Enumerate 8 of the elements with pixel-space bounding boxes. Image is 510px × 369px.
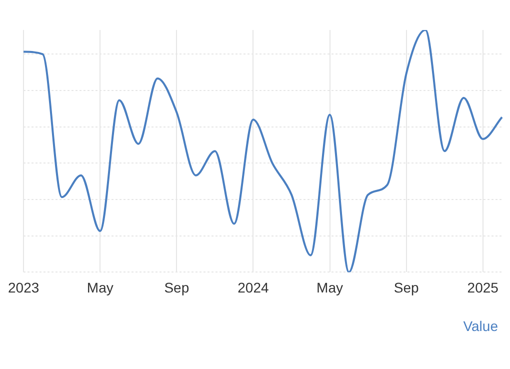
x-tick-label: May [316,279,343,296]
x-tick-label: 2023 [8,279,40,296]
x-tick-label: 2025 [467,279,499,296]
x-tick-label: May [86,279,114,296]
x-tick-label: Sep [394,279,419,296]
x-tick-label: 2024 [238,279,269,296]
text: Value [463,318,498,334]
x-tick-label: Sep [164,279,190,296]
